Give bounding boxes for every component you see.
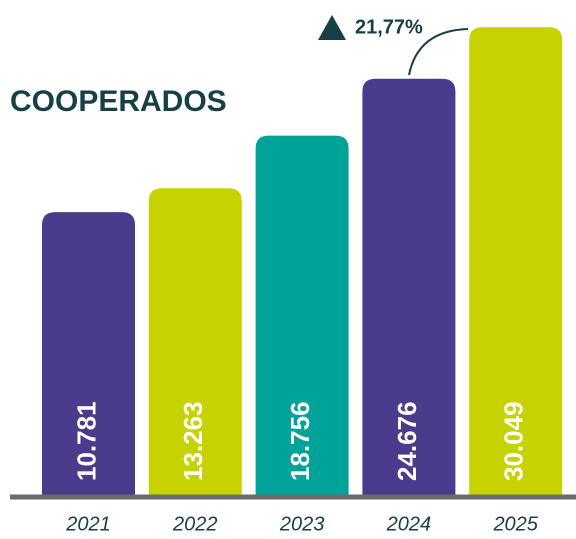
x-tick-label: 2022: [172, 513, 218, 535]
x-tick-label: 2021: [65, 513, 111, 535]
x-tick-label: 2023: [279, 513, 325, 535]
value-label: 30.049: [499, 401, 529, 481]
bar: [42, 212, 135, 496]
bar: [255, 135, 349, 495]
bar: [469, 27, 563, 495]
chart-title: COOPERADOS: [10, 85, 227, 118]
value-label: 13.263: [178, 401, 208, 481]
annotation: 21,77%: [355, 16, 423, 38]
bar: [148, 188, 242, 495]
value-label: 18.756: [285, 401, 315, 481]
value-label: 24.676: [392, 401, 422, 481]
value-label: 10.781: [71, 401, 101, 481]
x-tick-label: 2024: [386, 513, 432, 535]
x-tick-label: 2025: [492, 513, 538, 535]
annotation-line: [408, 28, 469, 76]
up-arrow: [318, 15, 346, 40]
bar: [362, 78, 456, 495]
